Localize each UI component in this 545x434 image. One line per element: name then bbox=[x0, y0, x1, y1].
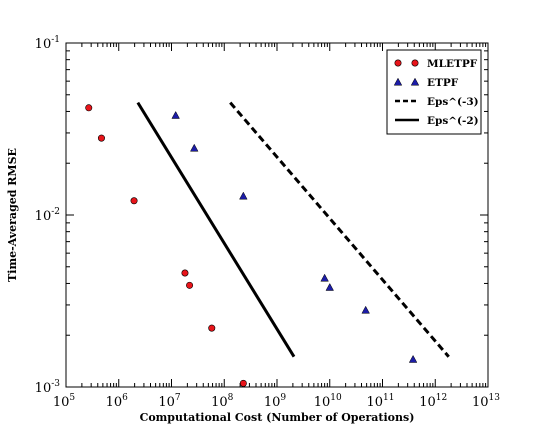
data-point-mletpf bbox=[208, 324, 216, 332]
plot-area bbox=[85, 101, 450, 387]
series-line-eps-3 bbox=[229, 101, 450, 358]
axis-ticks: 105 106 107 108 109 1010 1011 1012 1013 10-3 10-2 1… bbox=[35, 35, 501, 410]
x-tick-label: 106 bbox=[106, 393, 129, 410]
x-tick-label: 1013 bbox=[472, 393, 500, 410]
x-tick-label: 107 bbox=[158, 393, 181, 410]
data-point-mletpf bbox=[186, 281, 194, 289]
series-line-eps-2 bbox=[136, 101, 296, 358]
data-point-mletpf bbox=[130, 197, 138, 205]
data-point-etpf bbox=[190, 143, 199, 152]
legend: MLETPF ETPF Eps^(-3) Eps^(-2) bbox=[386, 49, 482, 135]
x-tick-label: 105 bbox=[53, 393, 76, 410]
legend-marker-mletpf bbox=[394, 59, 402, 67]
data-point-etpf bbox=[325, 282, 334, 291]
data-point-etpf bbox=[361, 305, 370, 314]
x-tick-label: 1011 bbox=[367, 393, 395, 410]
y-tick-label: 10-1 bbox=[35, 35, 60, 52]
data-point-mletpf bbox=[85, 104, 93, 112]
legend-label-eps-2: Eps^(-2) bbox=[427, 115, 479, 127]
x-tick-label: 108 bbox=[211, 393, 234, 410]
data-point-mletpf bbox=[239, 379, 247, 387]
data-point-etpf bbox=[171, 110, 180, 119]
data-point-mletpf bbox=[97, 134, 105, 142]
y-tick-label: 10-3 bbox=[35, 379, 61, 396]
legend-label-mletpf: MLETPF bbox=[427, 58, 478, 70]
plot-frame bbox=[65, 42, 489, 388]
legend-marker-etpf bbox=[393, 77, 403, 86]
data-point-mletpf bbox=[181, 269, 189, 277]
y-tick-label: 10-2 bbox=[35, 207, 60, 224]
x-axis-label: Computational Cost (Number of Operations… bbox=[140, 411, 415, 424]
y-axis-label: Time-Averaged RMSE bbox=[6, 148, 19, 282]
x-tick-label: 109 bbox=[264, 393, 287, 410]
x-tick-label: 1012 bbox=[419, 393, 447, 410]
legend-label-etpf: ETPF bbox=[427, 77, 459, 89]
legend-marker-etpf bbox=[410, 77, 420, 86]
data-point-etpf bbox=[408, 354, 418, 363]
legend-label-eps-3: Eps^(-3) bbox=[427, 96, 479, 108]
data-point-etpf bbox=[320, 273, 329, 282]
x-tick-label: 1010 bbox=[314, 393, 342, 410]
data-point-etpf bbox=[239, 191, 248, 200]
legend-marker-mletpf bbox=[411, 59, 419, 67]
